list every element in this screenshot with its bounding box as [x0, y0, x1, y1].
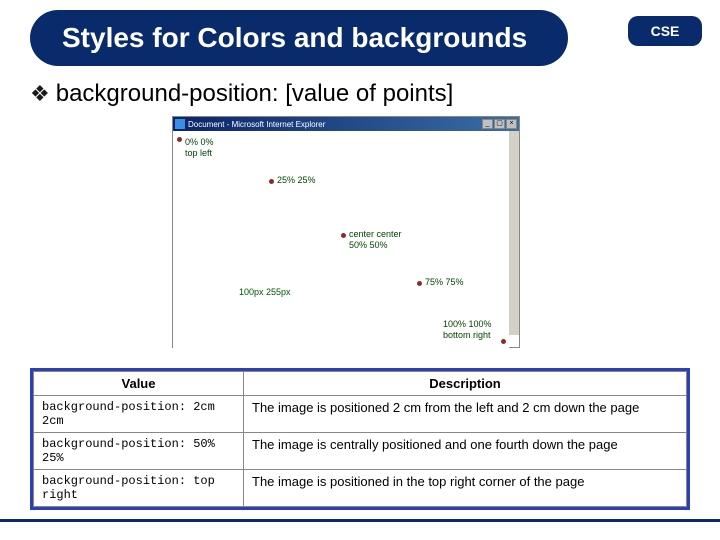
cell-value: background-position: top right	[34, 470, 244, 507]
dot-25	[269, 179, 274, 184]
bullet-icon: ❖	[30, 81, 50, 107]
label-100px-255px: 100px 255px	[239, 287, 291, 298]
bullet-row: ❖ background-position: [value of points]	[30, 80, 453, 108]
dot-top-left	[177, 137, 182, 142]
label-100-100: 100% 100% bottom right	[443, 319, 492, 341]
table-row: background-position: 2cm 2cm The image i…	[34, 396, 687, 433]
ie-title-left: Document - Microsoft Internet Explorer	[175, 119, 325, 129]
maximize-button[interactable]: ▢	[494, 119, 505, 129]
cell-desc: The image is positioned 2 cm from the le…	[244, 396, 687, 433]
ie-window-controls: _ ▢ ×	[482, 119, 517, 129]
ie-window: Document - Microsoft Internet Explorer _…	[172, 116, 520, 348]
col-desc-header: Description	[244, 372, 687, 396]
table-row: background-position: 50% 25% The image i…	[34, 433, 687, 470]
ie-title-text: Document - Microsoft Internet Explorer	[188, 120, 325, 129]
cell-desc: The image is positioned in the top right…	[244, 470, 687, 507]
col-value-header: Value	[34, 372, 244, 396]
cell-value: background-position: 50% 25%	[34, 433, 244, 470]
minimize-button[interactable]: _	[482, 119, 493, 129]
cse-badge-text: CSE	[651, 23, 680, 39]
bullet-text: background-position: [value of points]	[56, 80, 454, 108]
footer-line	[0, 519, 720, 522]
title-bar: Styles for Colors and backgrounds	[30, 10, 568, 66]
close-button[interactable]: ×	[506, 119, 517, 129]
dot-50	[341, 233, 346, 238]
slide-title: Styles for Colors and backgrounds	[62, 22, 527, 54]
cse-badge: CSE	[628, 16, 702, 46]
bg-position-table-wrap: Value Description background-position: 2…	[30, 368, 690, 510]
label-75-75: 75% 75%	[425, 277, 464, 288]
table-header-row: Value Description	[34, 372, 687, 396]
label-0-0: 0% 0% top left	[185, 137, 214, 159]
ie-app-icon	[175, 119, 185, 129]
dot-100	[501, 339, 506, 344]
ie-titlebar: Document - Microsoft Internet Explorer _…	[173, 117, 519, 131]
table-row: background-position: top right The image…	[34, 470, 687, 507]
dot-75	[417, 281, 422, 286]
bg-position-table: Value Description background-position: 2…	[33, 371, 687, 507]
label-center: center center 50% 50%	[349, 229, 402, 251]
cell-desc: The image is centrally positioned and on…	[244, 433, 687, 470]
label-25-25: 25% 25%	[277, 175, 316, 186]
cell-value: background-position: 2cm 2cm	[34, 396, 244, 433]
ie-content: 0% 0% top left 25% 25% center center 50%…	[173, 131, 509, 349]
